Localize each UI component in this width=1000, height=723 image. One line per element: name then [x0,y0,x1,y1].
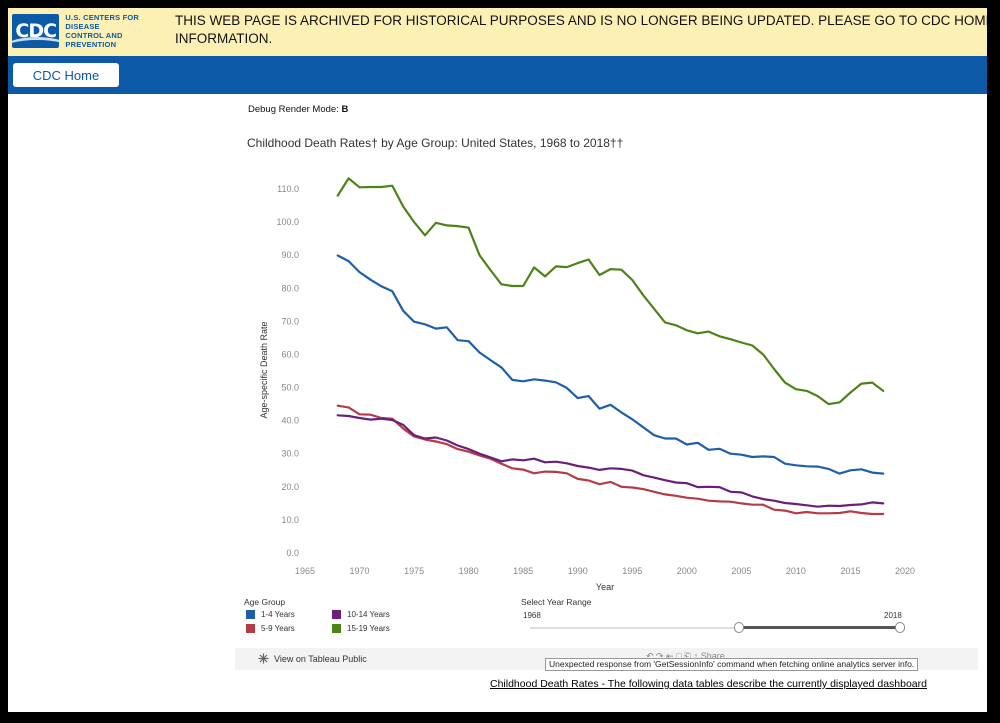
x-tick-label: 1985 [513,566,533,576]
year-range-start-handle[interactable] [734,622,744,633]
archive-message: THIS WEB PAGE IS ARCHIVED FOR HISTORICAL… [175,12,987,52]
y-tick-label: 50.0 [281,383,299,393]
debug-render-mode: Debug Render Mode: B [248,104,348,115]
x-tick-label: 1965 [295,566,315,576]
legend-swatch [332,624,341,633]
year-range-min: 1968 [523,611,541,620]
x-tick-label: 2005 [731,566,751,576]
debug-label: Debug Render Mode: [248,104,339,115]
logo-line-1: U.S. CENTERS FOR DISEASE [65,13,140,31]
archive-message-line-1: THIS WEB PAGE IS ARCHIVED FOR HISTORICAL… [175,13,987,28]
x-axis-label: Year [596,582,614,592]
x-tick-label: 1995 [622,566,642,576]
legend-swatch [246,610,255,619]
tableau-link-label: View on Tableau Public [274,653,367,664]
x-tick-label: 1975 [404,566,424,576]
y-tick-label: 40.0 [281,416,299,426]
session-error-message: Unexpected response from 'GetSessionInfo… [545,658,919,671]
legend-swatch [332,610,341,619]
x-tick-label: 1970 [350,566,370,576]
archive-banner: CDC U.S. CENTERS FOR DISEASE CONTROL AND… [8,8,987,57]
tableau-icon [258,653,269,664]
y-tick-label: 10.0 [281,515,299,525]
legend-item-1-4[interactable]: 1-4 Years [246,610,295,619]
y-tick-label: 90.0 [281,250,299,260]
y-tick-label: 110.0 [277,184,299,194]
legend-title: Age Group [244,597,286,607]
legend-swatch [246,624,255,633]
cdc-logo-mark: CDC [12,14,60,48]
y-tick-label: 80.0 [281,283,299,293]
series-line-5-9-years [336,404,885,516]
y-axis-label: Age-specific Death Rate [259,321,269,418]
data-tables-link[interactable]: Childhood Death Rates - The following da… [490,678,927,690]
legend-item-5-9[interactable]: 5-9 Years [246,624,295,633]
legend-item-10-14[interactable]: 10-14 Years [332,610,390,619]
y-tick-label: 70.0 [281,316,299,326]
archive-message-line-2: INFORMATION. [175,31,273,46]
line-chart[interactable]: 0.0 10.0 20.0 30.0 40.0 50.0 60.0 70.0 80.0 90.0 1… [240,160,920,600]
y-tick-label: 0.0 [286,548,299,558]
year-range-title: Select Year Range [521,597,592,607]
legend-label: 1-4 Years [261,610,295,619]
x-tick-label: 2015 [840,566,860,576]
x-tick-label: 2020 [895,566,915,576]
logo-line-2: CONTROL AND PREVENTION [65,31,123,49]
chart-title: Childhood Death Rates† by Age Group: Uni… [247,136,624,150]
series-line-1-4-years [336,254,885,475]
y-tick-label: 100.0 [276,217,299,227]
x-tick-label: 2000 [677,566,697,576]
year-range-selected [738,626,900,629]
y-tick-label: 60.0 [281,349,299,359]
debug-value: B [341,104,349,115]
year-range-end-handle[interactable] [895,622,905,633]
legend-label: 5-9 Years [261,624,295,633]
toolbar-buttons[interactable]: ↶ ↷ ⇤ □ ⎗ ↑ Share [646,651,725,661]
cdc-logo[interactable]: CDC U.S. CENTERS FOR DISEASE CONTROL AND… [12,11,170,51]
y-tick-label: 20.0 [281,482,299,492]
x-tick-label: 1990 [568,566,588,576]
legend-label: 10-14 Years [347,610,390,619]
x-tick-label: 2010 [786,566,806,576]
year-range-track[interactable] [530,627,900,629]
view-on-tableau-link[interactable]: View on Tableau Public [258,653,367,664]
cdc-logo-text: U.S. CENTERS FOR DISEASE CONTROL AND PRE… [65,13,170,49]
series-line-10-14-years [336,414,885,508]
legend-label: 15-19 Years [347,624,390,633]
plot-area [305,177,905,553]
x-tick-label: 1980 [459,566,479,576]
y-tick-label: 30.0 [281,449,299,459]
year-range-max: 2018 [884,611,902,620]
legend-item-15-19[interactable]: 15-19 Years [332,624,390,633]
cdc-home-button[interactable]: CDC Home [13,63,119,87]
nav-bar: CDC Home [8,56,987,94]
series-line-15-19-years [336,177,885,406]
